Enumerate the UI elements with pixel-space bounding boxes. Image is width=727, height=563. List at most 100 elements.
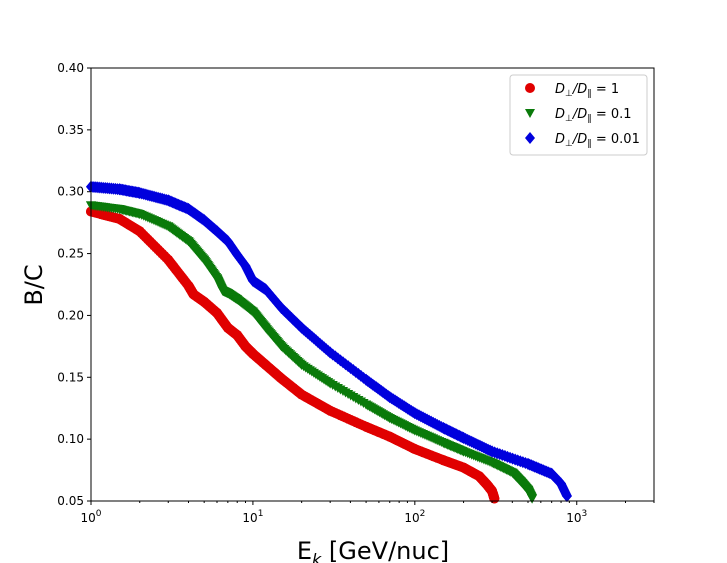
y-tick-label: 0.05 — [57, 494, 84, 508]
data-point — [474, 471, 485, 482]
legend-marker-circle — [525, 83, 535, 93]
y-tick-label: 0.20 — [57, 308, 84, 322]
x-tick-label: 102 — [404, 509, 425, 525]
data-point — [232, 295, 243, 305]
y-tick-label: 0.30 — [57, 185, 84, 199]
data-point — [361, 373, 372, 386]
data-point — [247, 307, 258, 317]
x-axis-title-rest: [GeV/nuc] — [321, 537, 449, 563]
x-axis-title: Ek [GeV/nuc] — [297, 537, 449, 563]
series-2 — [86, 201, 538, 504]
x-axis-minor-ticks — [139, 501, 655, 503]
data-point — [276, 302, 287, 315]
data-point — [183, 237, 194, 247]
data-point — [409, 444, 420, 455]
data-point — [163, 194, 174, 207]
legend-label: D⊥/D‖ = 0.1 — [555, 107, 632, 124]
data-point — [325, 346, 336, 359]
data-point — [163, 222, 174, 232]
legend-label: D⊥/D‖ = 0.01 — [555, 132, 640, 149]
legend-entry-3: D⊥/D‖ = 0.01 — [525, 132, 640, 149]
data-point — [183, 203, 194, 216]
series-3 — [86, 180, 572, 503]
data-point — [438, 422, 449, 435]
data-point — [276, 373, 287, 384]
y-axis-title: B/C — [20, 264, 48, 305]
data-point — [487, 458, 498, 468]
data-point — [114, 213, 125, 224]
data-point — [325, 379, 336, 389]
data-point — [114, 183, 125, 196]
plot-frame — [90, 67, 655, 502]
data-point — [183, 280, 194, 291]
data-point — [240, 341, 251, 352]
data-point — [296, 321, 307, 334]
y-tick-label: 0.40 — [57, 61, 84, 75]
data-point — [487, 445, 498, 458]
legend-marker-triangle-down — [525, 109, 535, 118]
data-point — [260, 359, 271, 370]
data-point — [232, 330, 243, 341]
series-layer — [86, 180, 572, 504]
legend: D⊥/D‖ = 1 D⊥/D‖ = 0.1 D⊥/D‖ = 0.01 — [509, 74, 648, 156]
x-axis: 100 101 102 103 — [80, 501, 587, 525]
data-point — [546, 467, 557, 480]
data-point — [515, 477, 526, 487]
x-tick-label: 101 — [242, 509, 263, 525]
data-point — [247, 348, 258, 359]
data-point — [458, 447, 469, 457]
legend-box — [509, 74, 648, 156]
data-point — [523, 457, 534, 470]
data-point — [527, 494, 538, 504]
y-tick-label: 0.35 — [57, 123, 84, 137]
y-tick-label: 0.15 — [57, 370, 84, 384]
data-point — [222, 322, 233, 333]
data-point — [489, 493, 500, 504]
data-point — [134, 209, 145, 219]
data-point — [211, 225, 222, 238]
data-point — [276, 342, 287, 352]
data-point — [384, 431, 395, 442]
data-point — [199, 296, 210, 307]
data-point — [188, 289, 199, 300]
data-point — [222, 235, 233, 248]
data-point — [114, 205, 125, 215]
y-axis: 0.05 0.10 0.15 0.20 0.25 0.30 0.35 0.40 — [57, 61, 91, 508]
data-point — [211, 274, 222, 284]
x-axis-title-sub: k — [312, 550, 322, 563]
data-point — [240, 259, 251, 272]
data-point — [134, 186, 145, 199]
data-point — [296, 360, 307, 370]
data-point — [260, 283, 271, 296]
data-point — [232, 248, 243, 261]
data-point — [384, 391, 395, 404]
data-point — [199, 214, 210, 227]
data-point — [222, 289, 233, 299]
data-point — [247, 274, 258, 287]
data-point — [325, 405, 336, 416]
data-point — [296, 389, 307, 400]
legend-entry-2: D⊥/D‖ = 0.1 — [525, 107, 632, 124]
data-point — [134, 226, 145, 237]
data-point — [507, 468, 518, 478]
legend-label: D⊥/D‖ = 1 — [555, 82, 619, 99]
data-point — [523, 485, 534, 495]
data-point — [561, 490, 572, 503]
data-point — [163, 254, 174, 265]
legend-marker-diamond — [525, 132, 535, 144]
data-point — [217, 286, 228, 296]
data-point — [458, 431, 469, 444]
data-point — [211, 307, 222, 318]
data-point — [260, 323, 271, 333]
data-point — [361, 400, 372, 410]
data-point — [384, 414, 395, 424]
data-point — [458, 462, 469, 473]
x-axis-title-main: E — [297, 537, 312, 563]
y-tick-label: 0.10 — [57, 432, 84, 446]
data-point — [361, 421, 372, 432]
data-point — [409, 426, 420, 436]
data-point — [409, 407, 420, 420]
y-tick-label: 0.25 — [57, 247, 84, 261]
x-tick-label: 100 — [80, 509, 101, 525]
